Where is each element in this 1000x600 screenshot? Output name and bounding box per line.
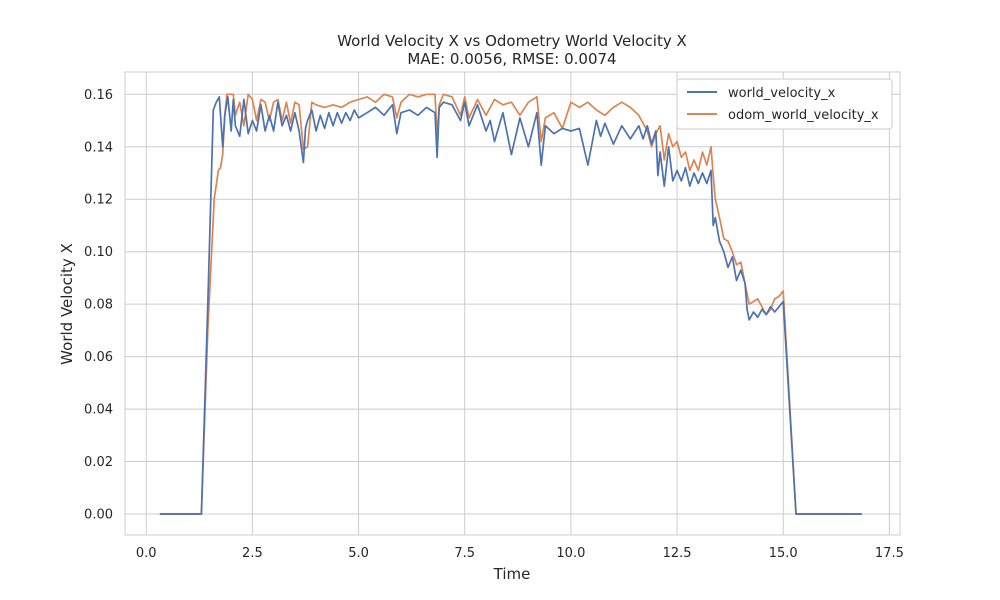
x-tick-label: 10.0 xyxy=(556,546,585,561)
y-tick-label: 0.16 xyxy=(84,88,113,103)
y-tick-label: 0.08 xyxy=(84,298,113,313)
plot-frame xyxy=(124,71,901,536)
chart-title: World Velocity X vs Odometry World Veloc… xyxy=(337,32,687,50)
chart-subtitle: MAE: 0.0056, RMSE: 0.0074 xyxy=(407,50,616,68)
series-line-odom-world-velocity-x xyxy=(159,93,862,515)
y-axis-label: World Velocity X xyxy=(58,243,76,365)
x-tick-label: 17.5 xyxy=(875,546,904,561)
y-tick-label: 0.12 xyxy=(84,193,113,208)
tick-layer: 0.0 2.5 5.0 7.5 10.0 12.5 15.0 17.5 0.00 0.02 0.04… xyxy=(84,88,904,561)
y-tick-label: 0.04 xyxy=(84,403,113,418)
x-tick-label: 12.5 xyxy=(663,546,692,561)
y-tick-label: 0.14 xyxy=(84,140,113,155)
x-tick-label: 5.0 xyxy=(348,546,369,561)
legend-label-world-velocity-x: world_velocity_x xyxy=(728,86,836,101)
x-tick-label: 7.5 xyxy=(454,546,475,561)
y-tick-label: 0.06 xyxy=(84,350,113,365)
series-layer xyxy=(159,93,862,515)
y-tick-label: 0.00 xyxy=(84,508,113,523)
y-tick-label: 0.02 xyxy=(84,455,113,470)
grid-layer xyxy=(125,72,900,535)
x-tick-label: 15.0 xyxy=(769,546,798,561)
legend-label-odom-world-velocity-x: odom_world_velocity_x xyxy=(728,108,879,123)
x-tick-label: 2.5 xyxy=(242,546,263,561)
x-axis-label: Time xyxy=(493,565,531,583)
legend-box xyxy=(676,78,893,130)
legend: world_velocity_x odom_world_velocity_x xyxy=(676,78,893,130)
x-tick-label: 0.0 xyxy=(136,546,157,561)
y-tick-label: 0.10 xyxy=(84,245,113,260)
series-line-world-velocity-x xyxy=(159,96,862,515)
